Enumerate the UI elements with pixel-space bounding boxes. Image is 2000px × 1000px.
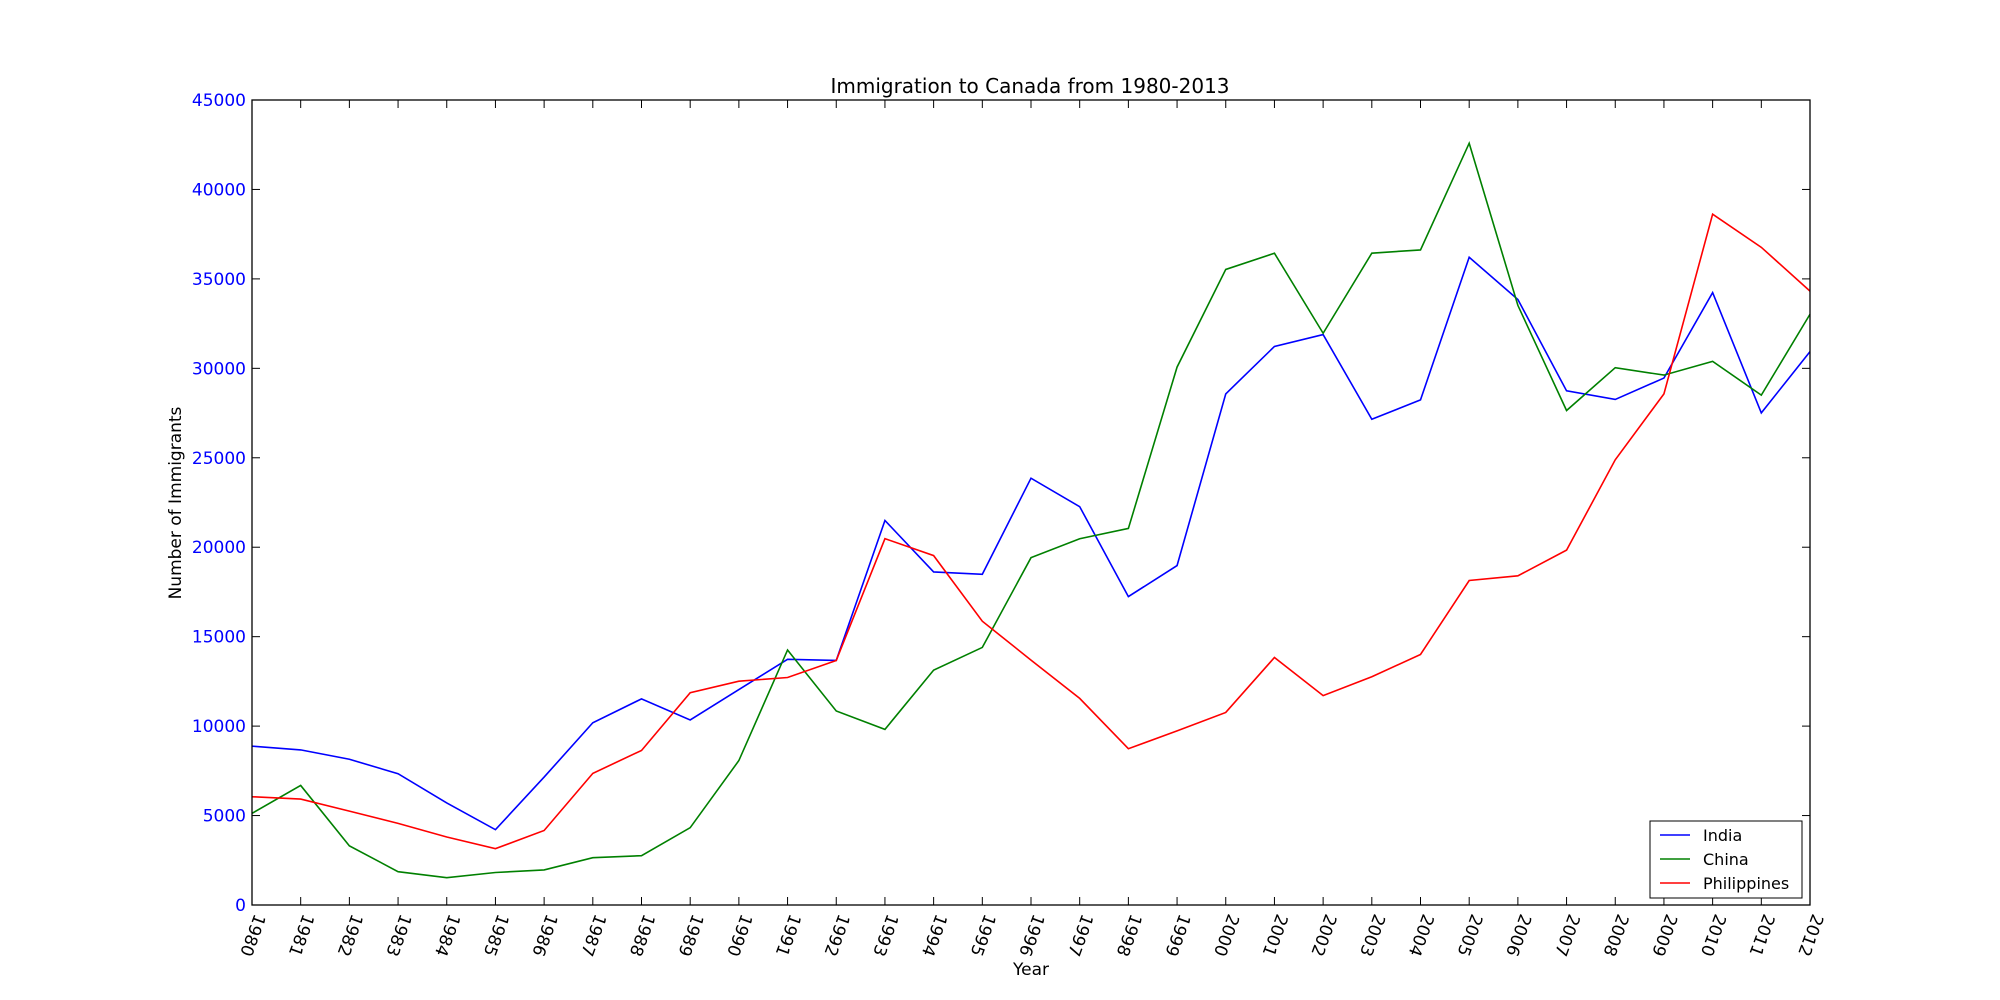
y-axis: 0 5000 10000 15000 20000 25000 30000 35000 40000… — [192, 91, 1810, 916]
x-tick-label: 2011 — [1745, 911, 1779, 958]
x-tick-label: 1982 — [333, 911, 367, 958]
series-line-china — [251, 140, 1811, 879]
y-axis-label: Number of Immigrants — [166, 406, 186, 599]
x-tick-label: 1997 — [1063, 911, 1097, 958]
y-tick-label: 40000 — [192, 180, 246, 200]
legend-label-china: China — [1703, 850, 1749, 869]
x-tick-label: 1984 — [430, 911, 464, 958]
x-tick-label: 1998 — [1112, 911, 1146, 958]
x-tick-label: 2010 — [1696, 911, 1730, 958]
x-tick-label: 1986 — [527, 911, 561, 958]
legend: India China Philippines — [1649, 820, 1803, 899]
y-tick-label: 15000 — [192, 628, 246, 648]
x-axis: 1980 1981 1982 1983 1984 1985 1986 1987 1988 1989… — [235, 100, 1827, 959]
legend-label-philippines: Philippines — [1703, 874, 1789, 893]
x-tick-label: 1988 — [625, 911, 659, 958]
x-tick-label: 1996 — [1014, 911, 1048, 958]
x-tick-label: 2003 — [1355, 911, 1389, 958]
x-tick-label: 2001 — [1258, 911, 1292, 958]
y-tick-label: 30000 — [192, 359, 246, 379]
legend-label-india: India — [1703, 826, 1742, 845]
x-tick-label: 1985 — [479, 911, 513, 958]
x-tick-label: 2012 — [1793, 911, 1827, 958]
x-tick-label: 1993 — [868, 911, 902, 958]
x-tick-label: 1989 — [673, 911, 707, 958]
series-line-philippines — [251, 212, 1811, 850]
x-tick-label: 2002 — [1306, 911, 1340, 958]
plot-area — [251, 140, 1811, 879]
x-tick-label: 1994 — [917, 911, 951, 958]
y-tick-label: 10000 — [192, 717, 246, 737]
x-tick-label: 1991 — [771, 911, 805, 958]
x-tick-label: 2004 — [1404, 911, 1438, 958]
x-tick-label: 1995 — [966, 911, 1000, 958]
x-tick-label: 2009 — [1647, 911, 1681, 958]
plot-frame — [251, 99, 1811, 906]
x-tick-label: 2006 — [1501, 911, 1535, 958]
x-tick-label: 1990 — [722, 911, 756, 958]
y-tick-label: 5000 — [203, 807, 246, 827]
chart-title: Immigration to Canada from 1980-2013 — [830, 74, 1229, 98]
y-tick-label: 25000 — [192, 449, 246, 469]
y-tick-label: 0 — [235, 896, 246, 916]
x-tick-label: 2005 — [1452, 911, 1486, 958]
x-tick-label: 2007 — [1550, 911, 1584, 958]
y-tick-label: 20000 — [192, 538, 246, 558]
series-line-india — [251, 255, 1811, 831]
x-tick-label: 1981 — [284, 911, 318, 958]
y-tick-label: 45000 — [192, 91, 246, 111]
x-tick-label: 1987 — [576, 911, 610, 958]
x-tick-label: 2008 — [1598, 911, 1632, 958]
y-tick-label: 35000 — [192, 270, 246, 290]
x-tick-label: 2000 — [1209, 911, 1243, 958]
x-tick-label: 1999 — [1160, 911, 1194, 958]
x-tick-label: 1983 — [381, 911, 415, 958]
x-tick-label: 1980 — [235, 911, 269, 958]
x-axis-label: Year — [1012, 960, 1049, 980]
x-tick-label: 1992 — [819, 911, 853, 958]
